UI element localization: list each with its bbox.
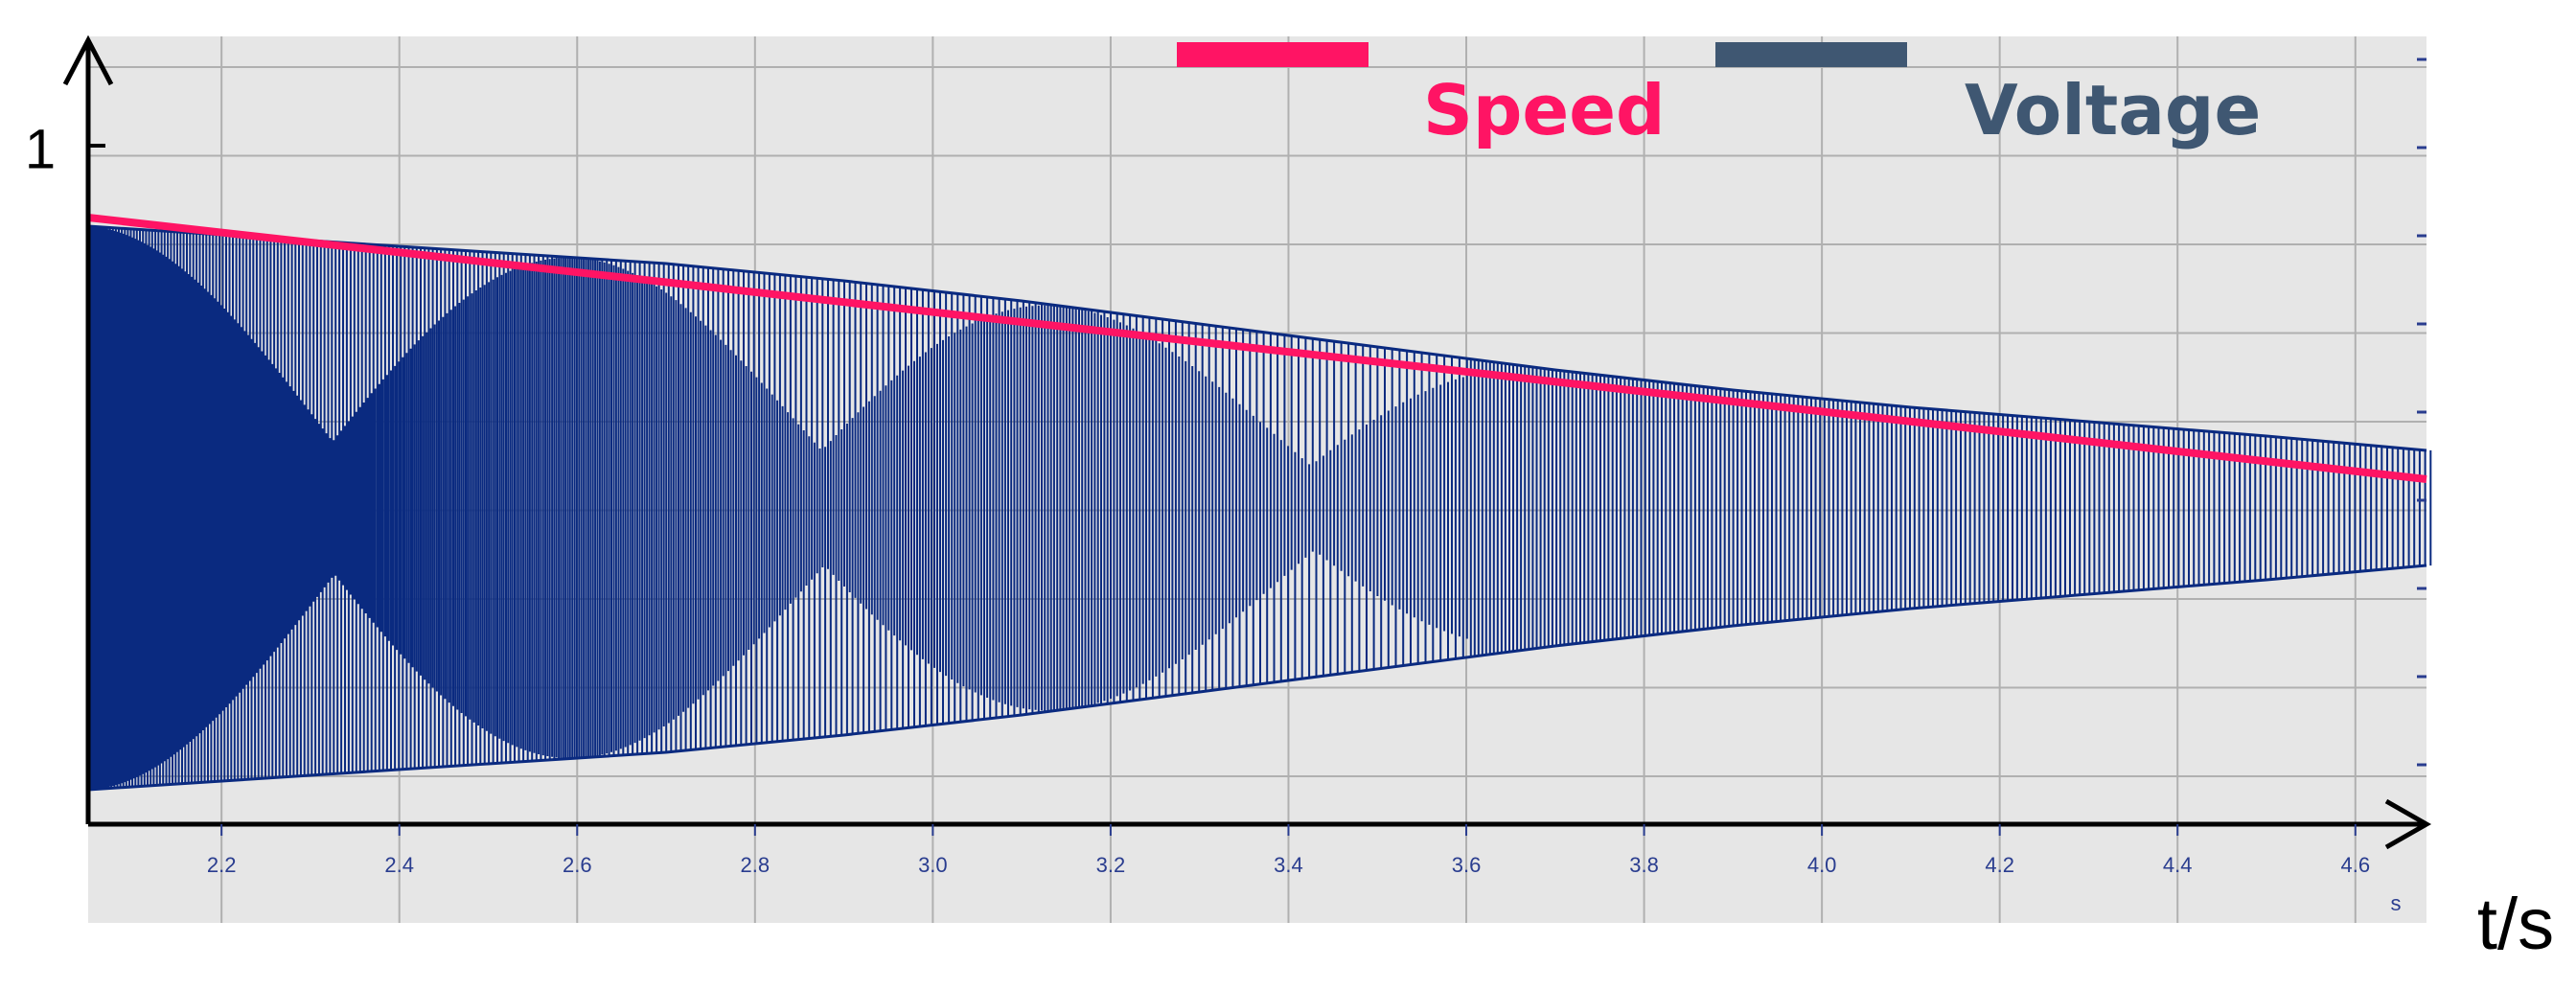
x-tick-label-2.8: 2.8 xyxy=(741,853,770,877)
y-tick-label: 1 xyxy=(25,118,56,180)
voltage-envelope-bottom xyxy=(87,564,2427,792)
legend-label-speed: Speed xyxy=(1423,70,1666,150)
axes: 1 xyxy=(25,35,2432,850)
x-tick-label-3.6: 3.6 xyxy=(1452,853,1482,877)
legend-swatch-speed xyxy=(1177,42,1368,67)
x-tick-label-2.2: 2.2 xyxy=(207,853,237,877)
x-tick-label-4.2: 4.2 xyxy=(1985,853,2014,877)
x-tick-label-2.4: 2.4 xyxy=(384,853,414,877)
x-tick-label-4.6: 4.6 xyxy=(2340,853,2370,877)
y-axis-arrowhead xyxy=(62,35,114,86)
x-tick-label-4.0: 4.0 xyxy=(1807,853,1837,877)
speed-series xyxy=(87,214,2427,483)
voltage-envelope-top xyxy=(87,224,2427,452)
right-tick-marks xyxy=(2417,58,2426,767)
x-tick-label-3.4: 3.4 xyxy=(1274,853,1303,877)
x-tick-label-3.0: 3.0 xyxy=(918,853,948,877)
x-tick-label-4.4: 4.4 xyxy=(2163,853,2193,877)
x-tick-label-2.6: 2.6 xyxy=(563,853,592,877)
x-tick-label-3.2: 3.2 xyxy=(1096,853,1126,877)
x-unit-label: s xyxy=(2391,891,2402,915)
legend: Speed Voltage xyxy=(1177,42,2261,150)
x-axis-arrowhead xyxy=(2384,798,2432,850)
legend-label-voltage: Voltage xyxy=(1965,70,2261,150)
x-tick-labels: 2.2 2.4 2.6 2.8 3.0 3.2 3.4 3.6 3.8 4.0 4.2 4.4 4.6 xyxy=(207,824,2370,877)
x-axis-title: t/s xyxy=(2477,884,2554,965)
speed-line xyxy=(87,214,2427,483)
voltage-series xyxy=(87,224,2432,792)
legend-swatch-voltage xyxy=(1715,42,1907,67)
x-tick-label-3.8: 3.8 xyxy=(1629,853,1659,877)
